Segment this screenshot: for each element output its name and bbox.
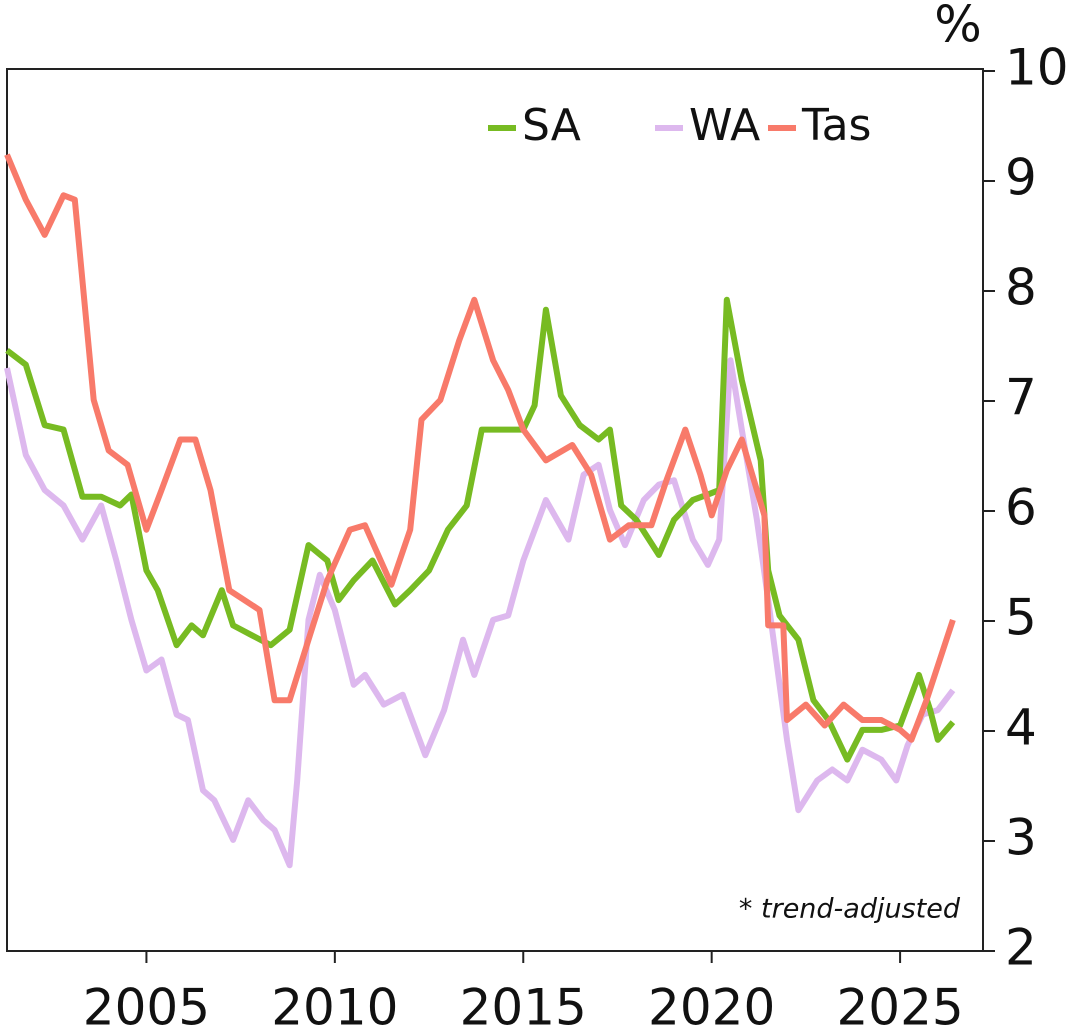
- y-tick-label: 9: [1005, 149, 1037, 207]
- y-tick-label: 8: [1005, 259, 1037, 317]
- unit-label: %: [934, 0, 982, 54]
- y-tick-label: 2: [1005, 919, 1037, 977]
- y-tick-label: 3: [1005, 809, 1037, 867]
- x-tick-label: 2010: [271, 979, 398, 1033]
- legend-label: SA: [522, 100, 581, 151]
- x-tick-label: 2015: [460, 979, 587, 1033]
- series-line: [5, 296, 956, 763]
- x-tick-label: 2005: [83, 979, 210, 1033]
- y-tick-label: 10: [1005, 39, 1069, 97]
- y-tick-label: 4: [1005, 699, 1037, 757]
- series-line: [4, 153, 956, 743]
- series-line: [4, 357, 956, 869]
- x-tick-label: 2020: [648, 979, 775, 1033]
- annotation: * trend-adjusted: [739, 894, 961, 925]
- y-tick-label: 7: [1005, 369, 1037, 427]
- x-tick-label: 2025: [836, 979, 963, 1033]
- legend-label: WA: [689, 100, 760, 151]
- y-tick-label: 5: [1005, 589, 1037, 647]
- legend-label: Tas: [801, 100, 871, 151]
- y-tick-label: 6: [1005, 479, 1037, 537]
